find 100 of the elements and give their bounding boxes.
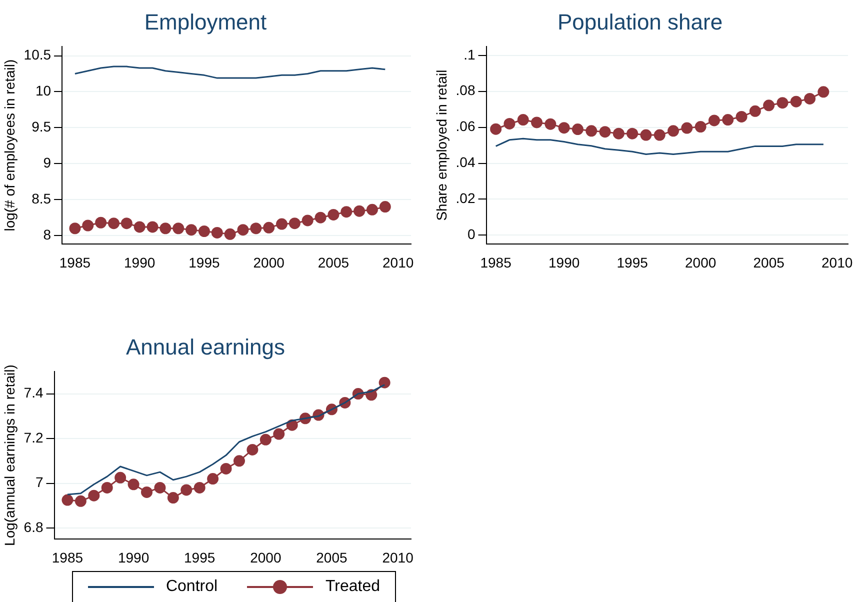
x-tick-label: 1985 (59, 254, 91, 270)
point (763, 100, 775, 112)
x-tick-label: 1990 (124, 254, 156, 270)
x-tick-label: 1990 (118, 549, 150, 566)
x-tick-label: 1995 (184, 549, 216, 566)
point (818, 86, 830, 98)
point (314, 212, 326, 224)
x-tick-label: 1985 (52, 549, 84, 566)
point (134, 221, 146, 233)
point (237, 224, 249, 236)
y-tick-label: 7 (35, 474, 44, 490)
point (586, 125, 598, 137)
point (211, 226, 223, 238)
y-tick-label: 7.2 (24, 429, 44, 446)
y-axis-title: Share employed in retail (433, 70, 450, 221)
point (668, 125, 680, 137)
point (804, 92, 816, 104)
point (246, 444, 258, 456)
point (640, 129, 652, 141)
y-tick-label: 6.8 (24, 518, 44, 535)
point (224, 228, 236, 240)
point (82, 220, 94, 232)
point (654, 129, 666, 141)
x-tick-label: 2010 (382, 549, 414, 566)
point (694, 121, 706, 133)
point (114, 472, 126, 484)
point (141, 486, 152, 498)
point (288, 218, 300, 230)
y-tick-label: .04 (456, 154, 476, 170)
x-tick-label: 2000 (253, 254, 285, 270)
x-tick-label: 1995 (616, 254, 648, 270)
point (101, 482, 113, 494)
y-tick-label: 8.5 (32, 190, 52, 206)
point (198, 226, 210, 238)
x-tick-label: 2005 (316, 549, 348, 566)
point (722, 114, 734, 126)
x-tick-label: 1985 (480, 254, 512, 270)
point (736, 110, 748, 122)
point (180, 484, 192, 496)
point (128, 478, 140, 490)
point (69, 222, 81, 234)
point (531, 116, 543, 128)
x-tick-label: 2010 (822, 254, 853, 270)
x-tick-label: 2000 (250, 549, 282, 566)
x-tick-label: 2010 (382, 254, 414, 270)
point (302, 214, 314, 226)
point (186, 224, 198, 236)
x-tick-label: 2000 (684, 254, 716, 270)
point (558, 122, 570, 134)
x-tick-label: 2005 (753, 254, 785, 270)
point (599, 126, 611, 138)
chart-title: Population share (557, 9, 723, 34)
point (273, 428, 285, 440)
y-tick-label: .08 (456, 82, 476, 98)
point (544, 118, 556, 130)
x-tick-label: 1995 (188, 254, 220, 270)
y-tick-label: 7.4 (24, 384, 44, 401)
point (194, 482, 206, 494)
legend-label: Treated (325, 578, 380, 596)
point (207, 473, 219, 485)
point (790, 96, 802, 108)
point (172, 222, 184, 234)
point (504, 118, 516, 130)
point (328, 208, 340, 220)
x-tick-label: 1990 (548, 254, 580, 270)
point (108, 218, 120, 230)
point (250, 222, 262, 234)
point (95, 216, 107, 228)
legend-label: Control (166, 578, 218, 596)
point (74, 495, 86, 507)
point (276, 218, 288, 230)
point (626, 128, 638, 140)
point (612, 128, 624, 140)
y-tick-label: 10.5 (24, 46, 52, 63)
point (160, 222, 172, 234)
point (167, 492, 179, 504)
point (490, 123, 502, 135)
point (681, 122, 693, 134)
point (776, 97, 788, 109)
y-tick-label: 8 (43, 226, 52, 242)
point (517, 114, 529, 126)
point (354, 205, 366, 217)
point (708, 114, 720, 126)
point (572, 124, 584, 136)
point (88, 490, 100, 502)
point (154, 482, 166, 494)
point (340, 206, 352, 218)
point (749, 105, 761, 117)
y-tick-label: .1 (464, 46, 476, 62)
point (260, 434, 272, 446)
y-tick-label: 9 (43, 154, 52, 170)
point (233, 455, 245, 467)
x-tick-label: 2005 (318, 254, 350, 270)
point (62, 494, 74, 506)
point (220, 462, 232, 474)
y-tick-label: 9.5 (32, 118, 52, 135)
point (263, 222, 275, 234)
y-tick-label: 10 (35, 82, 52, 99)
chart-title: Employment (144, 9, 267, 34)
point (378, 376, 390, 388)
